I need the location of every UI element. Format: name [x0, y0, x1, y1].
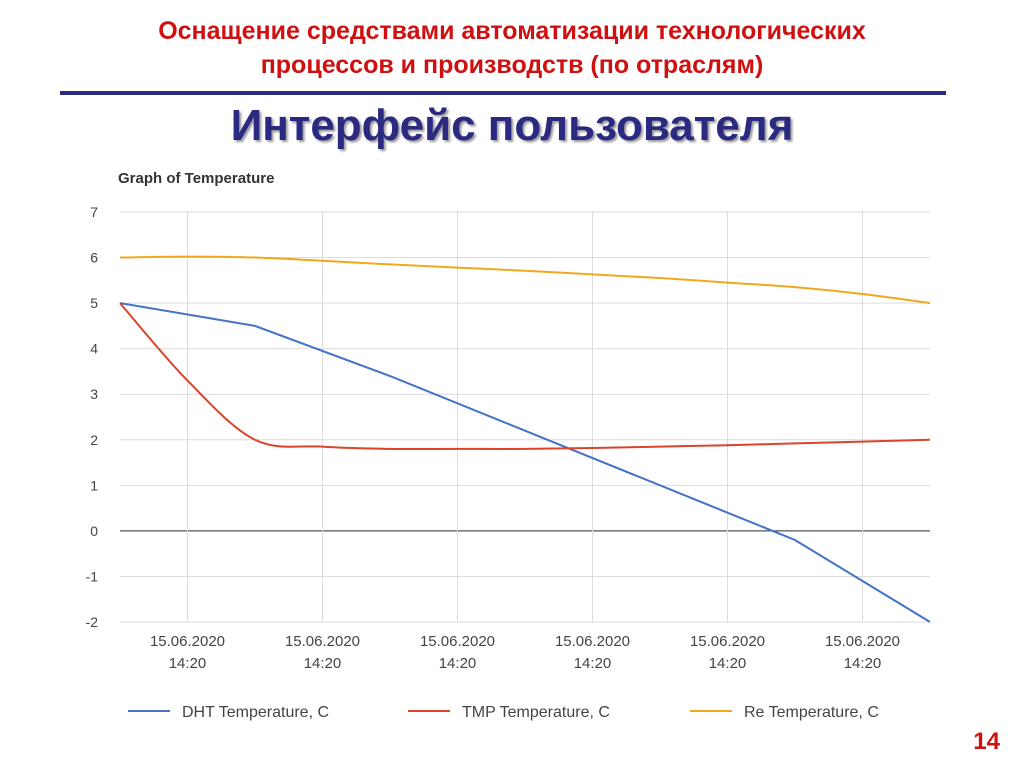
- title-divider: [60, 91, 946, 95]
- y-tick-label: 4: [90, 341, 98, 357]
- y-tick-label: 3: [90, 386, 98, 402]
- x-tick-label-time: 14:20: [169, 655, 207, 672]
- page-number: 14: [973, 728, 1000, 755]
- x-tick-label-time: 14:20: [304, 655, 342, 672]
- x-tick-label-time: 14:20: [574, 655, 612, 672]
- x-tick-label-time: 14:20: [439, 655, 477, 672]
- slide-title-line-1: Оснащение средствами автоматизации техно…: [158, 17, 866, 45]
- page-heading: Интерфейс пользователя: [230, 101, 794, 150]
- x-tick-label-time: 14:20: [709, 655, 747, 672]
- x-tick-label-date: 15.06.2020: [285, 633, 360, 650]
- y-tick-label: 0: [90, 523, 98, 539]
- x-tick-label-date: 15.06.2020: [825, 633, 900, 650]
- x-tick-label-time: 14:20: [844, 655, 882, 672]
- chart-title: Graph of Temperature: [118, 170, 274, 187]
- y-tick-label: 5: [90, 295, 98, 311]
- series-line-tmp: [119, 302, 931, 451]
- legend-label-dht: DHT Temperature, C: [182, 704, 329, 721]
- series-line-dht: [119, 302, 931, 623]
- series-line-re: [119, 255, 931, 305]
- legend-label-tmp: TMP Temperature, C: [462, 704, 610, 721]
- y-tick-label: 6: [90, 250, 98, 266]
- x-tick-label-date: 15.06.2020: [690, 633, 765, 650]
- x-tick-label-date: 15.06.2020: [420, 633, 495, 650]
- y-tick-label: -2: [86, 614, 99, 630]
- y-tick-label: -1: [86, 568, 99, 584]
- slide-title: Оснащение средствами автоматизации техно…: [40, 14, 984, 82]
- x-tick-label-date: 15.06.2020: [555, 633, 630, 650]
- slide-title-line-2: процессов и производств (по отраслям): [260, 51, 764, 79]
- x-tick-label-date: 15.06.2020: [150, 633, 225, 650]
- y-tick-label: 2: [90, 432, 98, 448]
- legend-label-re: Re Temperature, C: [744, 704, 879, 721]
- y-tick-label: 7: [90, 204, 98, 220]
- y-tick-label: 1: [90, 477, 98, 493]
